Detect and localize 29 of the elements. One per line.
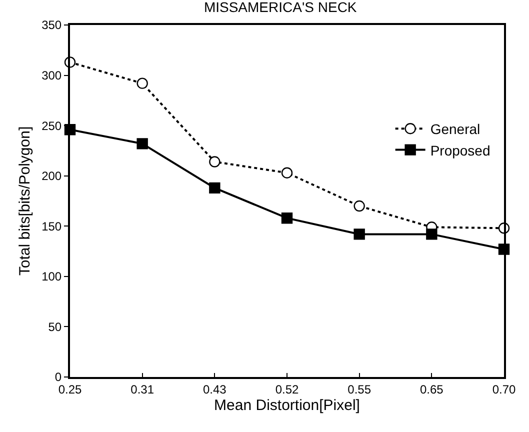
point xyxy=(281,167,293,178)
chart-title: MISSAMERICA'S NECK xyxy=(204,0,358,15)
y-tick-label: 200 xyxy=(42,169,62,184)
point xyxy=(354,228,365,240)
x-axis-title: Mean Distortion[Pixel] xyxy=(214,396,360,414)
point xyxy=(426,228,438,240)
point xyxy=(136,138,148,150)
y-tick-label: 350 xyxy=(42,18,62,32)
x-tick-label: 0.52 xyxy=(275,382,299,396)
y-tick-label: 50 xyxy=(48,320,62,334)
point xyxy=(354,200,365,212)
x-tick-label: 0.55 xyxy=(348,382,372,396)
point xyxy=(136,78,148,89)
point xyxy=(209,156,220,168)
y-tick-label: 0 xyxy=(54,370,62,384)
y-tick-label: 250 xyxy=(42,118,62,133)
legend-label: Proposed xyxy=(430,142,490,158)
point xyxy=(281,212,293,224)
x-tick-label: 0.31 xyxy=(130,382,154,396)
x-tick-label: 0.70 xyxy=(492,382,516,396)
point xyxy=(209,182,220,194)
y-axis-title: Total bits[bits/Polygon] xyxy=(16,126,34,276)
y-tick-label: 150 xyxy=(42,219,62,234)
legend-label: General xyxy=(430,121,480,138)
x-tick-label: 0.25 xyxy=(58,382,82,396)
x-tick-label: 0.65 xyxy=(420,382,444,396)
x-tick-label: 0.43 xyxy=(202,382,227,396)
y-tick-label: 300 xyxy=(42,68,62,82)
y-tick-label: 100 xyxy=(42,270,62,284)
